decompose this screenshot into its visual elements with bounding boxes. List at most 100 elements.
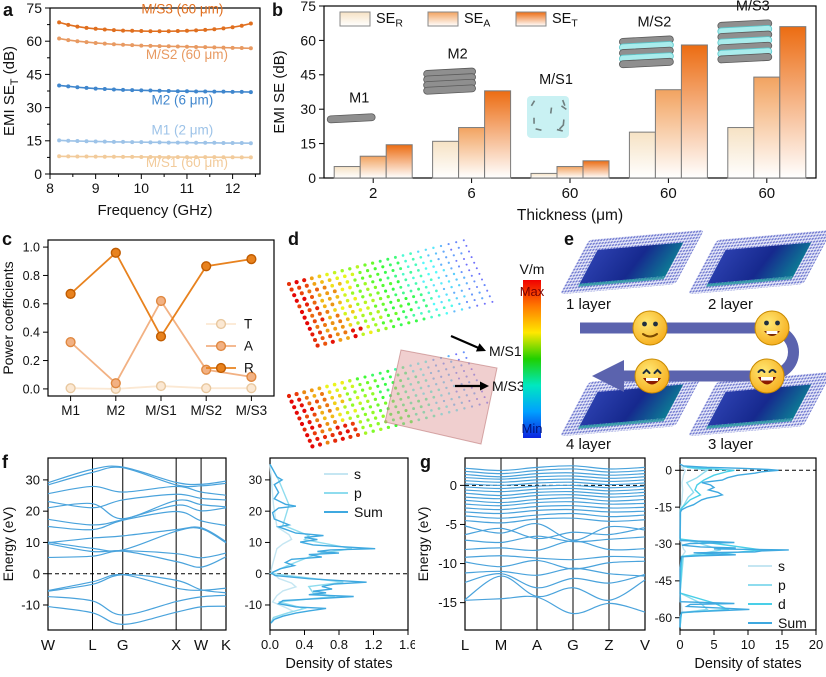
svg-text:M/S2 (60 μm): M/S2 (60 μm) [146, 47, 228, 62]
panel-b-emi-se-bar-chart: 0 15 30 45 60 75 2 6 60 60 60 Thickness (μm) EMI SE … [268, 0, 826, 228]
svg-text:SET: SET [552, 11, 578, 30]
svg-text:M/S2: M/S2 [190, 403, 222, 418]
panel-f-dos: -10 0 10 20 30 0.0 0.4 0.8 1.2 1.6 Density of stat… [232, 450, 417, 677]
svg-text:30: 30 [26, 100, 42, 116]
emoji-grin-icon [754, 310, 790, 346]
svg-text:Frequency (GHz): Frequency (GHz) [97, 202, 212, 219]
svg-text:10: 10 [26, 535, 40, 550]
svg-text:30: 30 [26, 472, 40, 487]
panel-c-power-coefficients-chart: 0.0 0.2 0.4 0.6 0.8 1.0 M1 M2 M/S1 M/S2 M/S3 Power … [0, 228, 283, 452]
panel-letter-b: b [272, 0, 283, 20]
panel-letter-a: a [3, 0, 14, 20]
svg-text:0.4: 0.4 [295, 637, 313, 652]
svg-text:0.6: 0.6 [23, 297, 40, 311]
panel-a-chart-svg: 0 15 30 45 60 75 8 9 10 11 12 Frequency (GHz) EMI SE… [1, 0, 261, 219]
panel-a-emi-se-line-chart: 0 15 30 45 60 75 8 9 10 11 12 Frequency (GHz) EMI SE… [0, 0, 268, 228]
svg-text:15: 15 [26, 133, 42, 149]
slab-inner-core [707, 384, 812, 426]
svg-text:15: 15 [300, 136, 316, 152]
svg-text:5: 5 [710, 637, 717, 652]
svg-text:20: 20 [249, 504, 263, 518]
svg-text:W: W [194, 637, 209, 654]
panel-e-layer-simulations: 1 layer 2 layer 4 layer 3 layer [559, 228, 826, 454]
svg-text:0: 0 [308, 170, 316, 186]
svg-text:L: L [88, 637, 96, 654]
panel-letter-f: f [2, 452, 8, 472]
svg-text:-45: -45 [655, 574, 673, 588]
svg-text:30: 30 [300, 101, 316, 117]
svg-text:20: 20 [26, 504, 40, 519]
panel-letter-c: c [2, 229, 13, 249]
svg-text:0.8: 0.8 [23, 269, 40, 283]
svg-text:-10: -10 [438, 556, 457, 571]
panel-d-vector-field: M/S1 M/S3 V/m Max Min [283, 228, 565, 452]
svg-text:EMI SET (dB): EMI SET (dB) [1, 46, 21, 136]
slab-2-layer-image [687, 229, 826, 295]
svg-text:M/S3: M/S3 [736, 0, 770, 15]
svg-text:60: 60 [758, 185, 775, 202]
svg-text:SER: SER [376, 11, 403, 30]
svg-text:10: 10 [249, 536, 263, 550]
svg-text:Sum: Sum [354, 504, 383, 520]
svg-text:T: T [244, 317, 252, 332]
slab-inner-core [579, 242, 684, 284]
svg-text:12: 12 [225, 180, 241, 196]
label-1-layer: 1 layer [566, 296, 612, 313]
svg-text:0.0: 0.0 [261, 637, 279, 652]
svg-text:-10: -10 [21, 598, 40, 613]
svg-text:Min: Min [522, 421, 543, 436]
svg-text:K: K [221, 637, 231, 654]
svg-text:60: 60 [660, 185, 677, 202]
svg-text:s: s [354, 466, 361, 482]
svg-text:L: L [461, 637, 469, 654]
svg-text:M/S1: M/S1 [145, 403, 177, 418]
svg-text:15: 15 [775, 637, 789, 652]
svg-text:G: G [567, 637, 579, 654]
svg-text:-60: -60 [655, 611, 673, 625]
s-curve-arrow [580, 322, 799, 382]
svg-text:75: 75 [26, 0, 42, 16]
svg-text:0: 0 [450, 478, 457, 493]
panel-f-dos-svg: -10 0 10 20 30 0.0 0.4 0.8 1.2 1.6 Density of stat… [245, 457, 417, 672]
svg-text:8: 8 [46, 180, 54, 196]
svg-text:20: 20 [809, 637, 823, 652]
label-2-layer: 2 layer [708, 296, 754, 313]
svg-text:1.2: 1.2 [364, 637, 382, 652]
svg-text:1.6: 1.6 [399, 637, 415, 652]
svg-text:-30: -30 [655, 537, 673, 551]
svg-text:Power coefficients: Power coefficients [0, 261, 16, 374]
svg-text:0: 0 [665, 463, 672, 477]
svg-text:0: 0 [676, 637, 683, 652]
svg-text:p: p [778, 577, 786, 593]
svg-text:-15: -15 [438, 595, 457, 610]
panel-d-field-svg: M/S1 M/S3 V/m Max Min [286, 239, 545, 449]
svg-text:M/S1: M/S1 [489, 343, 522, 359]
panel-g-band-svg: 0 -5 -10 -15 Energy (eV) L M A G Z V [415, 457, 650, 654]
svg-text:-15: -15 [655, 500, 673, 514]
svg-text:0: 0 [255, 567, 262, 581]
svg-text:-5: -5 [445, 517, 457, 532]
svg-text:M/S3: M/S3 [492, 378, 525, 394]
svg-text:W: W [41, 637, 56, 654]
panel-g-band-structure: 0 -5 -10 -15 Energy (eV) L M A G Z V [415, 450, 650, 677]
panel-letter-d: d [288, 229, 299, 249]
svg-text:M/S3 (60 μm): M/S3 (60 μm) [141, 2, 223, 17]
slab-inner-core [707, 242, 812, 284]
svg-text:M/S2: M/S2 [637, 15, 671, 31]
svg-text:EMI SE (dB): EMI SE (dB) [271, 50, 288, 133]
svg-text:0: 0 [33, 566, 40, 581]
svg-text:Sum: Sum [778, 615, 807, 631]
svg-text:45: 45 [26, 66, 42, 82]
svg-text:V/m: V/m [520, 261, 545, 277]
panel-f-band-structure: -10 0 10 20 30 Energy (eV) W L G X W K [0, 450, 232, 677]
svg-text:0: 0 [34, 166, 42, 182]
svg-text:s: s [778, 558, 785, 574]
slab-3-layer-image [687, 371, 826, 437]
svg-text:M2: M2 [106, 403, 125, 418]
label-4-layer: 4 layer [566, 436, 612, 453]
label-3-layer: 3 layer [708, 436, 754, 453]
svg-text:2: 2 [369, 185, 377, 202]
svg-text:1.0: 1.0 [23, 240, 40, 254]
svg-text:60: 60 [300, 32, 316, 48]
